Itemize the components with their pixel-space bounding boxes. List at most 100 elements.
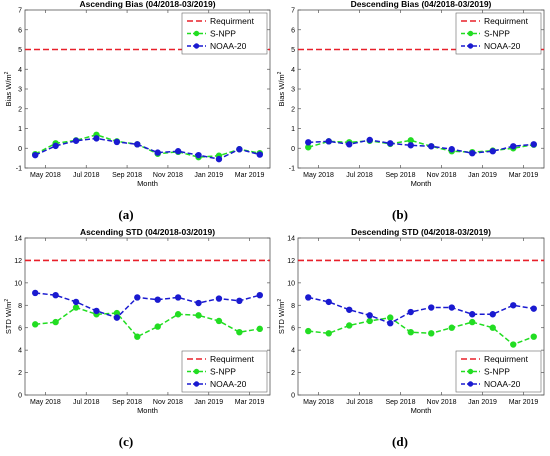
x-tick-label: Jul 2018 (73, 172, 100, 179)
x-tick-label: May 2018 (303, 172, 334, 179)
y-tick-label: 12 (287, 258, 295, 265)
y-tick-label: 5 (291, 47, 295, 54)
legend: Requirment S-NPP NOAA-20 (181, 12, 268, 55)
data-point (195, 299, 202, 307)
data-point (489, 148, 496, 155)
data-point (154, 296, 161, 303)
data-point (489, 311, 496, 318)
y-axis-label-superscript: 2 (4, 299, 10, 302)
series-2 (32, 135, 263, 163)
y-tick-label: 8 (18, 303, 22, 310)
x-tick-label: Jul 2018 (73, 399, 100, 406)
y-tick-label: 6 (18, 27, 22, 34)
legend-marker (193, 30, 200, 37)
legend-marker (193, 368, 200, 375)
legend-marker (467, 43, 474, 49)
data-point (428, 304, 435, 311)
legend-marker (193, 381, 200, 387)
data-point (325, 298, 332, 306)
data-point (530, 141, 537, 148)
legend: Requirment S-NPP NOAA-20 (181, 350, 268, 393)
data-point (236, 146, 243, 153)
legend-label: S-NPP (210, 29, 236, 39)
y-axis-label-superscript: 2 (4, 71, 10, 74)
legend-marker (467, 381, 474, 387)
x-tick-label: Sep 2018 (112, 172, 142, 179)
x-tick-label: Nov 2018 (153, 399, 183, 406)
data-point (448, 304, 455, 311)
data-point (32, 321, 39, 328)
caption-a: (a) (118, 207, 134, 222)
y-tick-label: 4 (291, 67, 295, 74)
data-point (256, 151, 263, 158)
data-point (510, 143, 517, 150)
data-point (93, 135, 100, 142)
series-line (308, 296, 534, 325)
y-tick-label: 10 (287, 280, 295, 287)
y-axis-label: STD W/m2 (4, 299, 13, 335)
data-point (469, 311, 476, 318)
caption-d: (d) (392, 434, 408, 449)
data-point (387, 140, 394, 147)
data-point (236, 329, 243, 336)
data-point (72, 137, 80, 144)
series-line (308, 316, 535, 346)
data-point (489, 324, 496, 331)
y-axis-label-superscript: 2 (277, 299, 283, 302)
data-point (387, 320, 394, 327)
legend-label: NOAA-20 (484, 379, 521, 389)
series-2 (305, 136, 537, 157)
data-point (195, 151, 202, 159)
data-point (72, 304, 80, 311)
series-1 (305, 314, 537, 348)
data-point (387, 314, 394, 321)
x-tick-label: Jan 2019 (468, 172, 497, 179)
y-axis-label: Bias W/m2 (4, 71, 13, 106)
legend-marker (193, 43, 200, 49)
caption-b: (b) (392, 207, 408, 222)
x-tick-label: Sep 2018 (112, 399, 142, 406)
data-point (428, 143, 435, 150)
legend-marker (467, 368, 474, 375)
series-2 (32, 289, 263, 321)
y-tick-label: 3 (18, 87, 22, 94)
data-point (305, 294, 312, 301)
y-tick-label: 7 (18, 8, 22, 15)
series-2 (305, 294, 537, 327)
x-tick-label: Jul 2018 (346, 172, 373, 179)
x-tick-label: Nov 2018 (153, 172, 183, 179)
chart-1: Descending Bias (04/2018-03/2019) -1 0 1 2 3 4… (277, 0, 545, 188)
data-point (174, 294, 182, 301)
y-tick-label: 12 (14, 258, 22, 265)
chart-title: Descending Bias (04/2018-03/2019) (351, 0, 492, 9)
series-1 (32, 304, 263, 340)
y-axis-label-superscript: 2 (277, 71, 283, 74)
data-point (366, 136, 373, 144)
y-tick-label: 3 (291, 87, 295, 94)
chart-2: Ascending STD (04/2018-03/2019) 0 2 4 6 8 10 12… (4, 227, 271, 415)
data-point (346, 306, 353, 313)
y-tick-label: 14 (287, 236, 295, 243)
data-point (113, 138, 121, 146)
x-tick-label: Jul 2018 (346, 399, 373, 406)
legend-label: Requirment (484, 354, 529, 364)
data-point (52, 142, 59, 150)
x-axis-label: Month (137, 179, 158, 188)
data-point (407, 142, 414, 149)
y-tick-label: 6 (291, 27, 295, 34)
y-tick-label: 0 (291, 393, 295, 400)
y-tick-label: 10 (14, 280, 22, 287)
data-point (93, 307, 100, 315)
data-point (154, 323, 161, 330)
series-line (308, 139, 534, 154)
y-tick-label: 8 (291, 303, 295, 310)
x-tick-label: Mar 2019 (509, 172, 539, 179)
data-point (113, 314, 121, 321)
chart-title: Ascending Bias (04/2018-03/2019) (79, 0, 215, 9)
y-tick-label: 0 (18, 146, 22, 153)
data-point (510, 341, 517, 348)
y-tick-label: 2 (291, 106, 295, 113)
y-tick-label: 2 (291, 370, 295, 377)
legend-label: Requirment (484, 16, 529, 26)
legend-label: S-NPP (210, 367, 236, 377)
